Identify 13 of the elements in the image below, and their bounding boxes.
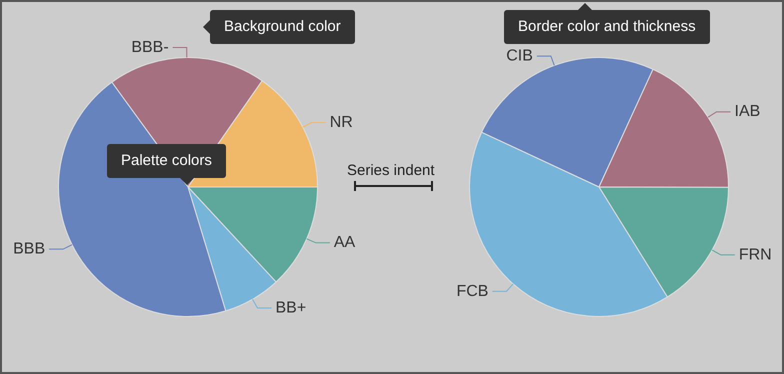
slice-label: BBB (13, 240, 46, 258)
slice-label: FCB (456, 282, 488, 300)
text: Palette colors (107, 144, 226, 178)
slice-label: BBB- (131, 38, 169, 56)
text: Series indent (347, 162, 435, 179)
slice-label: IAB (734, 103, 760, 120)
slice-label: CIB (506, 47, 533, 64)
text: Background color (210, 10, 355, 44)
slice-label: BB+ (275, 299, 306, 316)
slice-label: NR (330, 114, 353, 131)
slice-label: FRN (738, 246, 772, 264)
slice-label: AA (334, 234, 356, 252)
text: Border color and thickness (504, 10, 710, 44)
